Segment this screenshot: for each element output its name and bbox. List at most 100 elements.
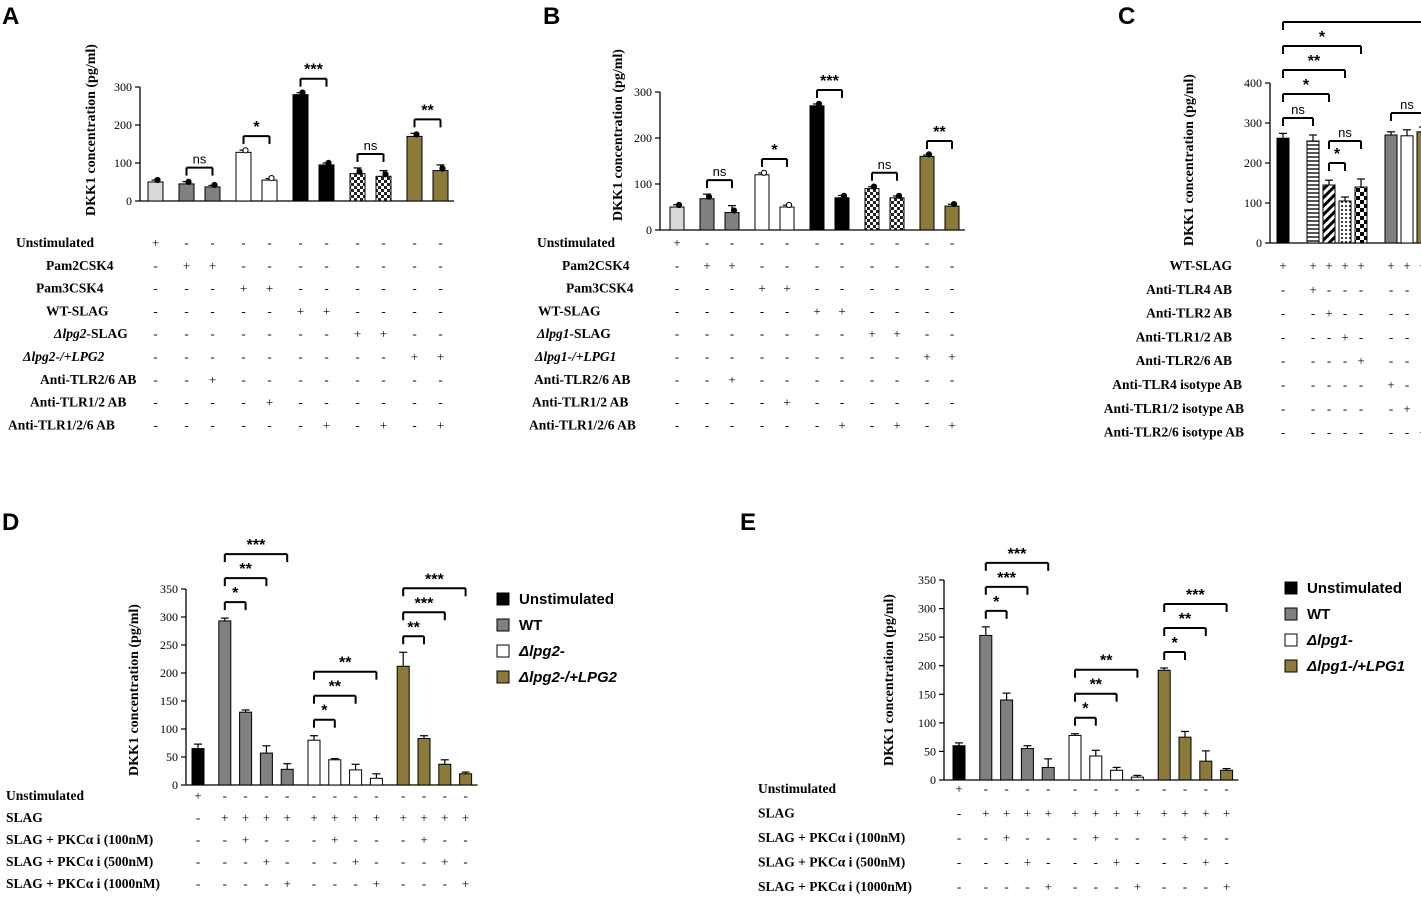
row-label: WT-SLAG [1169,258,1232,273]
bar [864,188,880,231]
minus-sign: - [1135,781,1139,796]
plus-sign: + [1113,855,1120,870]
plus-sign: + [673,235,680,250]
minus-sign: - [760,417,764,432]
minus-sign: - [1135,855,1139,870]
minus-sign: - [333,876,337,891]
minus-sign: - [760,326,764,341]
minus-sign: - [412,417,416,432]
plus-sign: + [1357,258,1364,273]
row-label: Unstimulated [16,235,94,250]
plus-sign: + [1071,806,1078,821]
data-point [382,171,389,178]
bar [979,634,993,781]
minus-sign: - [241,258,245,273]
y-tick-label: 300 [160,610,178,624]
plus-sign: + [1279,258,1286,273]
minus-sign: - [1359,425,1363,440]
plus-sign: + [1309,282,1316,297]
sig-label: ns [193,152,207,167]
minus-sign: - [870,349,874,364]
sig-label: *** [820,73,839,90]
minus-sign: - [1359,329,1363,344]
minus-sign: - [298,372,302,387]
minus-sign: - [675,303,679,318]
bar [459,773,473,786]
minus-sign: - [210,303,214,318]
sig-label: * [232,585,239,602]
bar [1384,134,1398,244]
data-point [413,131,420,138]
plus-sign: + [1134,806,1141,821]
minus-sign: - [381,349,385,364]
minus-sign: - [957,879,961,894]
data-point [870,183,878,190]
bar [259,752,273,786]
minus-sign: - [895,372,899,387]
minus-sign: - [1073,830,1077,845]
plus-sign: + [209,372,216,387]
minus-sign: - [1224,855,1228,870]
minus-sign: - [815,281,819,296]
minus-sign: - [1405,282,1409,297]
row-label: Δlpg2-SLAG [53,326,128,341]
minus-sign: - [870,235,874,250]
minus-sign: - [1359,306,1363,321]
minus-sign: - [785,417,789,432]
bar [944,205,960,231]
row-label: SLAG + PKCα i (500nM) [758,855,905,870]
bar [328,759,342,786]
minus-sign: - [815,235,819,250]
bar [406,135,423,202]
y-tick-label: 200 [634,131,652,145]
plus-sign: + [380,417,387,432]
minus-sign: - [443,832,447,847]
minus-sign: - [950,303,954,318]
plus-sign: + [955,781,962,796]
bar [699,198,715,231]
panel-letter-b: B [543,3,560,30]
y-tick-label: 100 [160,722,178,736]
plus-sign: + [982,806,989,821]
plus-sign: + [1202,806,1209,821]
minus-sign: - [705,417,709,432]
plus-sign: + [1024,855,1031,870]
y-tick-label: 350 [160,582,178,596]
row-label: Unstimulated [758,781,836,796]
plus-sign: + [420,832,427,847]
minus-sign: - [353,832,357,847]
minus-sign: - [210,235,214,250]
legend-label: Δlpg2-/+LPG2 [518,669,618,686]
minus-sign: - [298,349,302,364]
plus-sign: + [1045,879,1052,894]
plus-sign: + [1092,806,1099,821]
minus-sign: - [895,395,899,410]
plus-sign: + [1387,258,1394,273]
minus-sign: - [243,854,247,869]
minus-sign: - [374,854,378,869]
minus-sign: - [950,235,954,250]
bar [438,763,452,786]
minus-sign: - [1311,306,1315,321]
minus-sign: - [153,349,157,364]
minus-sign: - [210,395,214,410]
y-tick-label: 50 [924,744,936,758]
minus-sign: - [1004,879,1008,894]
y-tick-label: 300 [918,602,936,616]
row-label: Anti-TLR2/6 AB [534,372,630,387]
plus-sign: + [441,810,448,825]
minus-sign: - [285,854,289,869]
plus-sign: + [352,854,359,869]
minus-sign: - [355,303,359,318]
minus-sign: - [1405,353,1409,368]
minus-sign: - [1162,830,1166,845]
minus-sign: - [298,281,302,296]
sig-label: * [1171,635,1178,652]
legend-label: WT [1307,606,1330,623]
legend-label: Δlpg1- [1306,632,1353,649]
plus-sign: + [420,810,427,825]
plus-sign: + [703,258,710,273]
minus-sign: - [1046,830,1050,845]
minus-sign: - [223,854,227,869]
